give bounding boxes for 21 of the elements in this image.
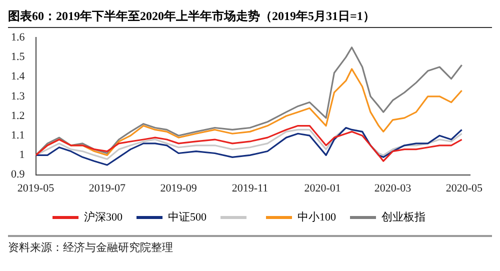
x-tick-label: 2020-01 <box>304 182 341 194</box>
x-tick-label: 2019-05 <box>17 182 55 194</box>
y-tick-label: 1.3 <box>11 90 26 102</box>
x-tick-label: 2020-03 <box>374 182 412 194</box>
y-tick-label: 1.6 <box>11 31 26 44</box>
y-tick-label: 1.1 <box>11 129 25 142</box>
x-tick-label: 2019-11 <box>232 182 268 194</box>
text: 资料来源：经济与金融研究院整理 <box>8 240 174 255</box>
x-tick-label: 2019-07 <box>88 182 126 194</box>
y-tick-label: 1.2 <box>11 110 25 122</box>
x-tick-label: 2020-05 <box>446 182 483 194</box>
y-tick-label: 1.5 <box>11 51 26 64</box>
legend-label: 中证500 <box>168 210 207 224</box>
x-tick-label: 2019-09 <box>160 182 198 194</box>
legend-label: 中小100 <box>298 210 336 224</box>
legend-label: 沪深300 <box>84 210 123 224</box>
legend-label: 创业板指 <box>382 210 426 224</box>
y-tick-label: 1 <box>19 149 25 162</box>
y-tick-label: 1.4 <box>11 70 26 83</box>
y-tick-label: 0.9 <box>11 168 26 181</box>
chart-title: 图表60：2019年下半年至2020年上半年市场走势（2019年5月31日=1） <box>8 8 492 28</box>
